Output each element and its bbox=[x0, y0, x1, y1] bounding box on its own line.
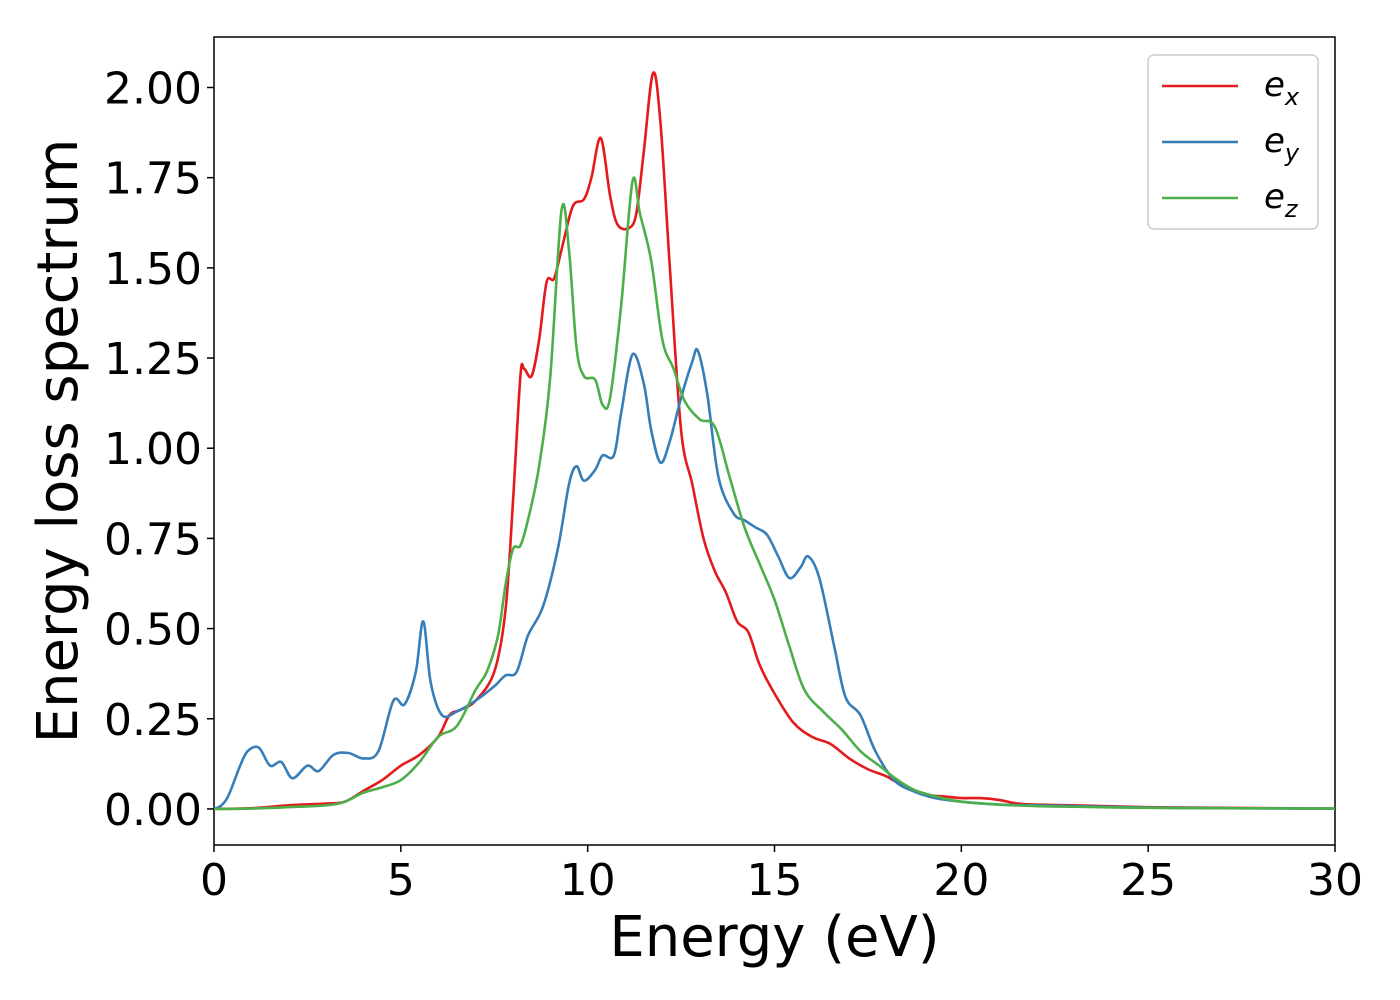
y-axis-title: Energy loss spectrum bbox=[26, 139, 91, 744]
series-line-z bbox=[213, 176, 1336, 811]
series-layer bbox=[213, 71, 1336, 811]
y-tick-label: 1.75 bbox=[104, 154, 202, 205]
y-axis-ticks: 0.00 0.25 0.50 0.75 1.00 1.25 1.50 1.75 2.00 bbox=[104, 64, 214, 836]
x-axis-ticks: 0 5 10 15 20 25 30 bbox=[200, 845, 1363, 906]
x-tick-label: 0 bbox=[200, 855, 228, 906]
y-tick-label: 0.75 bbox=[104, 514, 202, 565]
legend-label-y: ey bbox=[1264, 121, 1300, 167]
y-tick-label: 0.00 bbox=[104, 785, 202, 836]
legend-items: ex ey ez bbox=[1162, 65, 1300, 223]
x-axis-title: Energy (eV) bbox=[609, 905, 939, 970]
x-tick-label: 5 bbox=[387, 855, 415, 906]
x-tick-label: 15 bbox=[747, 855, 803, 906]
y-tick-label: 1.25 bbox=[104, 334, 202, 385]
y-tick-label: 0.25 bbox=[104, 695, 202, 746]
y-tick-label: 2.00 bbox=[104, 64, 202, 115]
y-tick-label: 1.50 bbox=[104, 244, 202, 295]
x-tick-label: 20 bbox=[933, 855, 989, 906]
x-tick-label: 10 bbox=[560, 855, 616, 906]
legend-label-x: ex bbox=[1264, 65, 1300, 111]
legend: ex ey ez bbox=[1147, 54, 1319, 230]
x-tick-label: 30 bbox=[1307, 855, 1363, 906]
legend-label-z: ez bbox=[1264, 177, 1299, 223]
y-tick-label: 0.50 bbox=[104, 605, 202, 656]
y-tick-label: 1.00 bbox=[104, 424, 202, 475]
series-line-y bbox=[213, 347, 1336, 811]
x-tick-label: 25 bbox=[1120, 855, 1176, 906]
